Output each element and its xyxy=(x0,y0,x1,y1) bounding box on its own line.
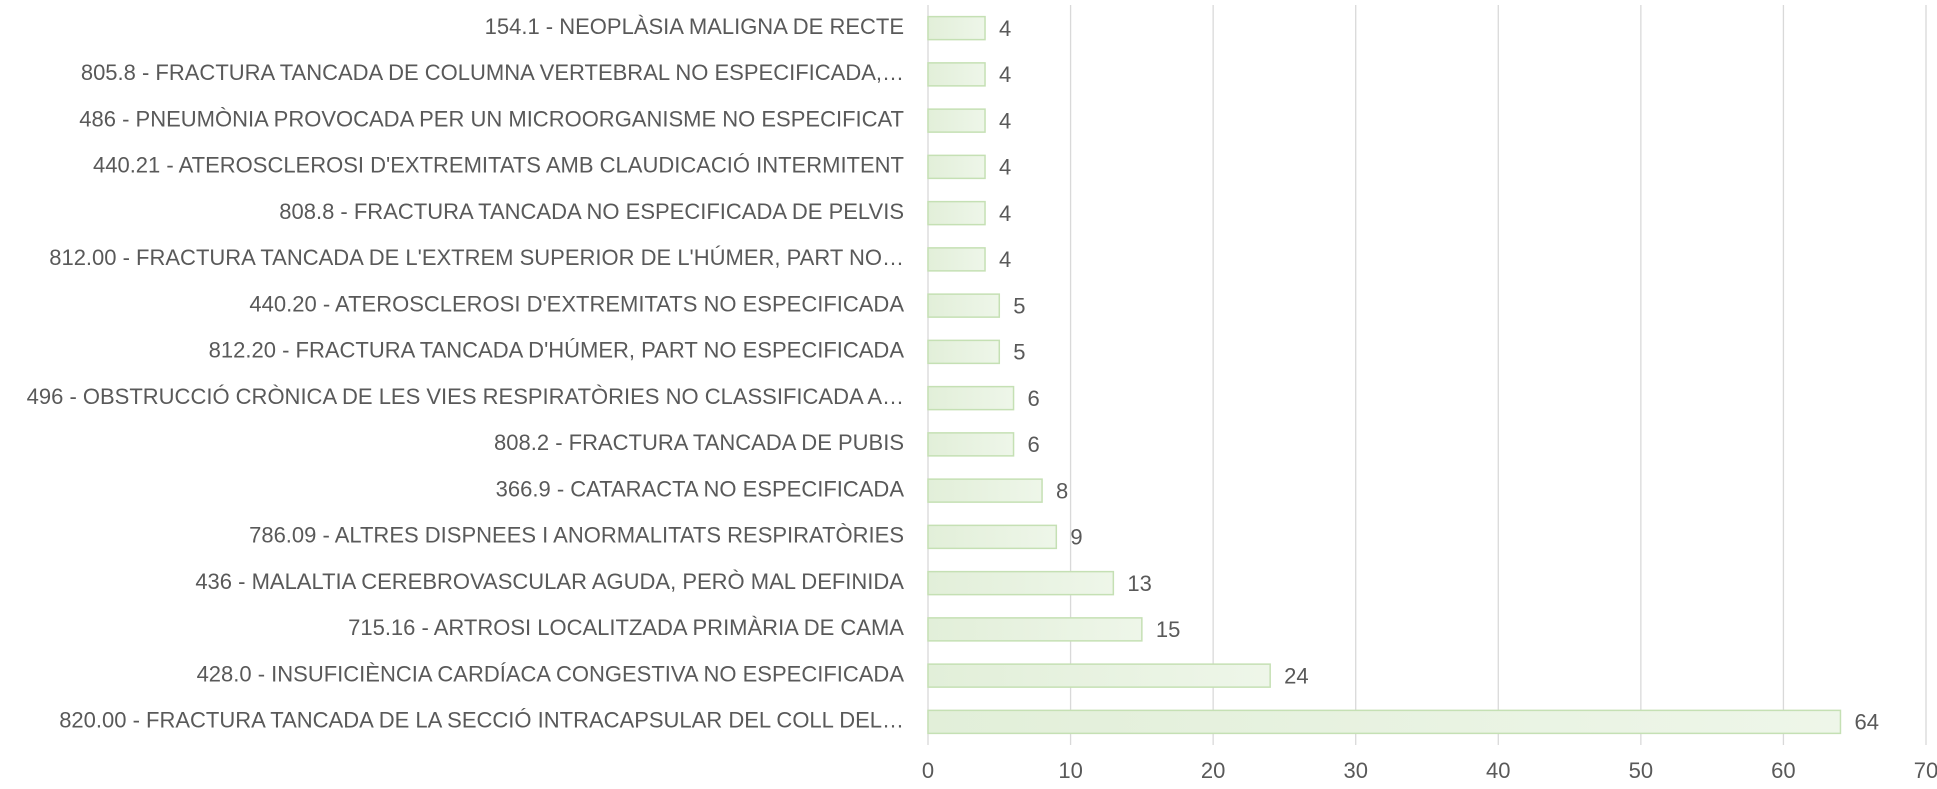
data-label: 4 xyxy=(999,155,1011,180)
x-tick-label: 0 xyxy=(922,758,934,783)
bar xyxy=(927,709,1842,735)
data-label: 8 xyxy=(1056,478,1068,503)
y-tick-label: 366.9 - CATARACTA NO ESPECIFICADA xyxy=(496,476,905,501)
y-tick-label: 715.16 - ARTROSI LOCALITZADA PRIMÀRIA DE… xyxy=(348,615,904,640)
bar xyxy=(927,524,1058,550)
data-label: 6 xyxy=(1028,432,1040,457)
data-label: 5 xyxy=(1013,340,1025,365)
y-tick-label: 496 - OBSTRUCCIÓ CRÒNICA DE LES VIES RES… xyxy=(27,384,904,409)
bar xyxy=(927,617,1143,642)
data-label: 5 xyxy=(1013,293,1025,318)
data-label: 4 xyxy=(999,201,1011,226)
y-tick-label: 805.8 - FRACTURA TANCADA DE COLUMNA VERT… xyxy=(81,60,904,85)
bar xyxy=(927,385,1015,411)
y-tick-label: 440.21 - ATEROSCLEROSI D'EXTREMITATS AMB… xyxy=(93,153,904,178)
data-label: 4 xyxy=(999,16,1011,41)
bar xyxy=(927,15,986,41)
bar xyxy=(927,570,1115,596)
x-tick-label: 60 xyxy=(1771,758,1795,783)
data-label: 64 xyxy=(1854,710,1878,735)
y-tick-label: 808.2 - FRACTURA TANCADA DE PUBIS xyxy=(494,430,904,455)
data-label: 13 xyxy=(1127,571,1151,596)
data-label: 15 xyxy=(1156,617,1180,642)
y-tick-label: 440.20 - ATEROSCLEROSI D'EXTREMITATS NO … xyxy=(249,291,904,316)
y-tick-label: 812.00 - FRACTURA TANCADA DE L'EXTREM SU… xyxy=(49,245,904,270)
y-tick-label: 486 - PNEUMÒNIA PROVOCADA PER UN MICROOR… xyxy=(79,106,904,131)
bar xyxy=(927,339,1001,365)
data-label: 4 xyxy=(999,62,1011,87)
y-tick-label: 436 - MALALTIA CEREBROVASCULAR AGUDA, PE… xyxy=(195,569,904,594)
bar xyxy=(927,478,1043,503)
bar xyxy=(927,293,1001,318)
data-label: 9 xyxy=(1070,525,1082,550)
data-label: 6 xyxy=(1028,386,1040,411)
y-tick-label: 820.00 - FRACTURA TANCADA DE LA SECCIÓ I… xyxy=(59,708,904,733)
bar xyxy=(927,62,986,87)
y-tick-label: 808.8 - FRACTURA TANCADA NO ESPECIFICADA… xyxy=(279,199,904,224)
data-label: 4 xyxy=(999,247,1011,272)
x-tick-label: 50 xyxy=(1629,758,1653,783)
x-tick-label: 40 xyxy=(1486,758,1510,783)
bar xyxy=(927,200,986,226)
y-tick-label: 154.1 - NEOPLÀSIA MALIGNA DE RECTE xyxy=(485,14,904,39)
data-label: 4 xyxy=(999,108,1011,133)
y-tick-label: 428.0 - INSUFICIÈNCIA CARDÍACA CONGESTIV… xyxy=(197,661,905,686)
x-tick-label: 70 xyxy=(1914,758,1937,783)
y-tick-label: 812.20 - FRACTURA TANCADA D'HÚMER, PART … xyxy=(209,338,905,363)
bar xyxy=(927,108,986,133)
y-tick-label: 786.09 - ALTRES DISPNEES I ANORMALITATS … xyxy=(249,523,904,548)
x-tick-label: 30 xyxy=(1343,758,1367,783)
data-label: 24 xyxy=(1284,663,1308,688)
bar xyxy=(927,247,986,272)
x-tick-label: 20 xyxy=(1201,758,1225,783)
x-tick-label: 10 xyxy=(1058,758,1082,783)
bar xyxy=(927,663,1271,688)
bar xyxy=(927,154,986,180)
bar xyxy=(927,432,1015,457)
